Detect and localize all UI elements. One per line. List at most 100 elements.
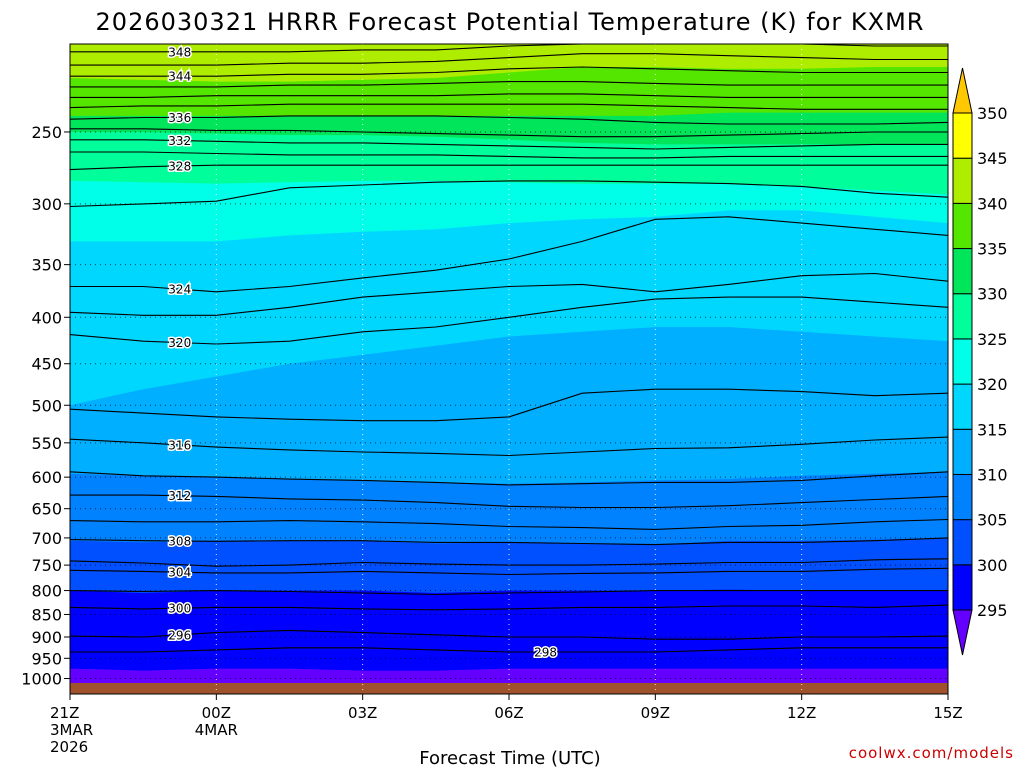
x-tick-label-03Z-line0: 03Z — [348, 704, 377, 722]
ground-terrain — [70, 683, 948, 694]
contour-label-298: 298 — [533, 644, 559, 661]
colorbar-label-335: 335 — [977, 240, 1008, 259]
contour-label-328: 328 — [167, 158, 193, 175]
contour-340 — [70, 93, 948, 98]
y-tick-label-550: 550 — [31, 434, 62, 453]
contour-304 — [70, 567, 948, 576]
contour-labels: 296 298 300 304 308 312 316 320 324 328 332 336 344 3… — [167, 44, 559, 661]
contour-298 — [70, 647, 948, 653]
contour-342 — [70, 81, 948, 88]
colorbar-label-305: 305 — [977, 511, 1008, 530]
contour-296 — [70, 629, 948, 640]
colorbar-label-325: 325 — [977, 330, 1008, 349]
contour-334 — [70, 128, 948, 138]
colorbar-label-330: 330 — [977, 285, 1008, 304]
x-tick-label-00Z-line1: 4MAR — [195, 721, 238, 739]
contour-label-304: 304 — [167, 564, 193, 581]
contour-label-336: 336 — [167, 110, 193, 127]
colorbar-swatch-320 — [952, 338, 973, 385]
contour-348 — [70, 44, 948, 53]
x-tick-label-15Z-line0: 15Z — [933, 704, 962, 722]
colorbar-swatch-330 — [952, 248, 973, 295]
colorbar-swatch-310 — [952, 428, 973, 475]
colorbar-label-300: 300 — [977, 556, 1008, 575]
contour-346 — [70, 53, 948, 66]
contour-label-312: 312 — [167, 488, 193, 505]
contour-328 — [70, 164, 948, 171]
colorbar-label-340: 340 — [977, 194, 1008, 213]
x-tick-label-00Z-line0: 00Z — [202, 704, 231, 722]
contour-300 — [70, 604, 948, 611]
contour-label-348: 348 — [167, 44, 193, 61]
svg-text:348: 348 — [168, 45, 191, 59]
x-tick-label-21Z-line2: 2026 — [50, 738, 88, 756]
x-tick-label-06Z-line0: 06Z — [494, 704, 523, 722]
svg-text:336: 336 — [168, 111, 191, 125]
y-tick-label-750: 750 — [31, 556, 62, 575]
colorbar-swatch-345 — [952, 112, 973, 159]
band-345 — [70, 44, 948, 82]
y-tick-label-850: 850 — [31, 605, 62, 624]
colorbar-label-310: 310 — [977, 465, 1008, 484]
y-tick-label-650: 650 — [31, 500, 62, 519]
contour-302 — [70, 590, 948, 596]
colorbar: 295 300 305 310 315 320 325 330 335 340 345 350 — [952, 67, 1008, 656]
colorbar-swatch-340 — [952, 157, 973, 204]
svg-text:298: 298 — [534, 646, 557, 660]
contour-322 — [70, 272, 948, 316]
colorbar-swatch-305 — [952, 473, 973, 521]
color-bands — [70, 44, 948, 694]
contour-label-316: 316 — [167, 437, 193, 454]
y-tick-label-250: 250 — [31, 123, 62, 142]
credit-text: coolwx.com/models — [849, 744, 1014, 762]
svg-text:332: 332 — [168, 134, 191, 148]
contour-label-344: 344 — [167, 68, 193, 85]
y-tick-label-500: 500 — [31, 396, 62, 415]
colorbar-label-320: 320 — [977, 375, 1008, 394]
contour-330 — [70, 151, 948, 159]
svg-text:328: 328 — [168, 159, 191, 173]
svg-text:308: 308 — [168, 534, 191, 548]
svg-text:296: 296 — [168, 628, 191, 642]
y-tick-label-950: 950 — [31, 649, 62, 668]
contour-lines — [70, 44, 948, 653]
colorbar-swatch-295 — [952, 564, 973, 611]
colorbar-label-315: 315 — [977, 420, 1008, 439]
colorbar-upper-arrow — [952, 67, 973, 114]
contour-316 — [70, 436, 948, 457]
svg-text:300: 300 — [168, 602, 191, 616]
chart-title: 2026030321 HRRR Forecast Potential Tempe… — [96, 8, 925, 36]
y-tick-label-900: 900 — [31, 628, 62, 647]
contour-326 — [70, 180, 948, 208]
contour-306 — [70, 558, 948, 567]
contour-label-320: 320 — [167, 335, 193, 352]
colorbar-swatch-315 — [952, 383, 973, 430]
contour-310 — [70, 518, 948, 530]
contour-324 — [70, 216, 948, 293]
x-tick-label-09Z-line0: 09Z — [641, 704, 670, 722]
contour-314 — [70, 471, 948, 486]
contour-318 — [70, 388, 948, 422]
contour-label-308: 308 — [167, 533, 193, 550]
contour-312 — [70, 494, 948, 509]
colorbar-label-345: 345 — [977, 149, 1008, 168]
contour-label-300: 300 — [167, 600, 193, 617]
plot-area: 296 298 300 304 308 312 316 320 324 328 332 336 344 3… — [70, 44, 948, 694]
y-tick-label-600: 600 — [31, 468, 62, 487]
contour-label-324: 324 — [167, 281, 193, 298]
contour-336 — [70, 115, 948, 125]
y-tick-label-1000: 1000 — [21, 670, 62, 689]
y-tick-label-800: 800 — [31, 582, 62, 601]
contour-label-332: 332 — [167, 133, 193, 150]
y-tick-label-350: 350 — [31, 256, 62, 275]
contour-320 — [70, 296, 948, 345]
colorbar-swatch-300 — [952, 519, 973, 566]
svg-text:316: 316 — [168, 438, 191, 452]
colorbar-label-350: 350 — [977, 104, 1008, 123]
colorbar-swatch-335 — [952, 202, 973, 250]
colorbar-label-295: 295 — [977, 601, 1008, 620]
y-axis: 250 300 350 400 450 500 550 600 650 700 750 800 850 9… — [21, 123, 70, 689]
contour-338 — [70, 103, 948, 110]
